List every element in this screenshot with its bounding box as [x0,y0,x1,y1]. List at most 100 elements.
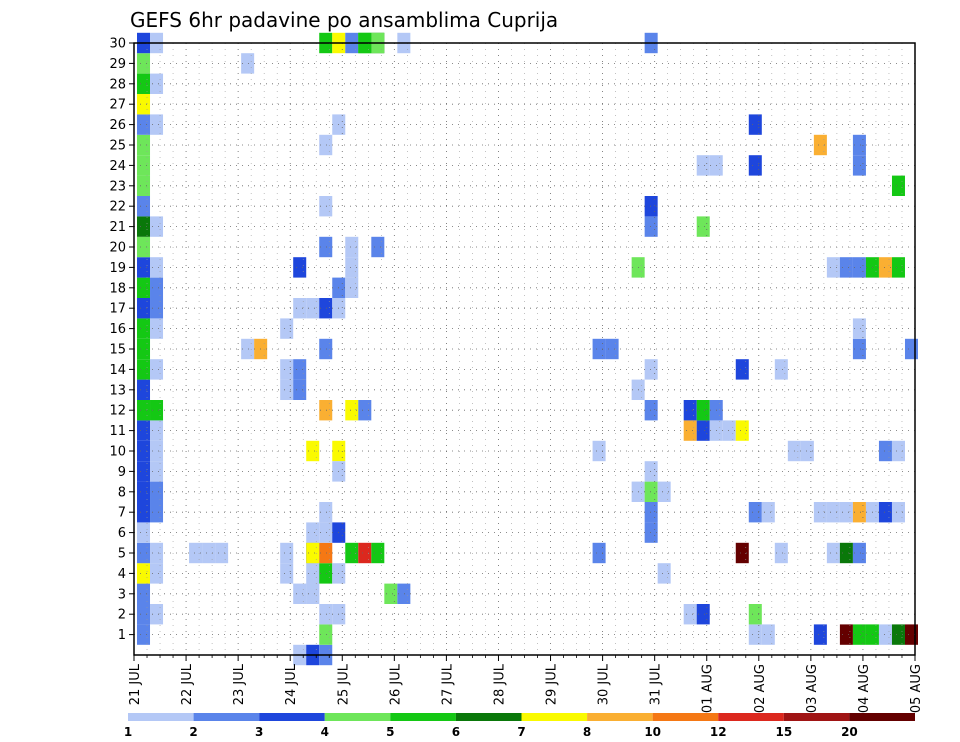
y-tick-label: 27 [109,98,126,113]
colorbar-segment [849,713,915,721]
heatmap-cell [761,502,775,523]
heatmap-cell [137,73,151,94]
heatmap-cell [150,542,164,564]
heatmap-cell [150,298,164,319]
colorbar-label: 8 [583,725,591,739]
x-tick-label: 05 AUG [909,664,924,713]
heatmap-cell [891,502,905,523]
heatmap-cell [150,257,164,278]
heatmap-cell [891,624,905,645]
heatmap-cell [644,461,658,482]
heatmap-cell [150,277,164,298]
heatmap-cell [826,257,840,278]
heatmap-cell [683,400,697,421]
heatmap-cell [735,359,749,380]
heatmap-cell [137,604,151,625]
heatmap-cell [293,359,307,380]
y-tick-label: 15 [109,343,126,358]
y-tick-label: 17 [109,302,126,317]
heatmap-cell [852,257,866,278]
y-tick-label: 19 [109,261,126,276]
x-tick-label: 31 JUL [649,663,664,705]
heatmap-cell [137,400,151,421]
heatmap-cell [683,604,697,625]
colorbar-label: 3 [255,725,263,739]
heatmap-cell [852,624,866,645]
heatmap-cell [644,522,658,543]
colorbar-label: 4 [321,725,329,739]
x-tick-label: 24 JUL [284,663,299,705]
chart-title: GEFS 6hr padavine po ansamblima Cuprija [130,8,558,32]
heatmap-cell [137,155,151,176]
heatmap-cell [748,114,762,135]
colorbar-label: 5 [386,725,394,739]
y-tick-label: 29 [109,57,126,72]
heatmap-cell [137,236,151,258]
y-tick-label: 30 [109,37,126,52]
heatmap-cell [319,338,333,360]
y-tick-label: 28 [109,77,126,92]
heatmap-cell [852,155,866,176]
colorbar-label: 1 [124,725,132,739]
colorbar-label: 20 [841,725,858,739]
heatmap-cell [241,53,255,74]
heatmap-cell [150,563,164,584]
heatmap-cell [280,318,294,339]
x-tick-label: 30 JUL [597,663,612,705]
colorbar: 1 2 3 4 5 6 7 8 10 12 15 20 [124,713,915,739]
x-tick-label: 23 JUL [232,663,247,705]
heatmap-cell [878,624,892,645]
y-tick-label: 12 [109,404,126,419]
heatmap-cell [137,298,151,319]
heatmap-cell [150,604,164,625]
heatmap-cell [319,400,333,421]
heatmap-cell [306,563,320,584]
heatmap-cell [657,563,671,584]
y-tick-label: 13 [109,383,126,398]
heatmap-cell [384,583,398,604]
y-tick-label: 1 [118,628,126,643]
heatmap-cell [644,196,658,217]
y-tick-label: 16 [109,322,126,337]
heatmap-cell [150,481,164,502]
heatmap-cell [306,522,320,543]
y-tick-label: 24 [109,159,126,174]
heatmap-cell [319,196,333,217]
colorbar-label: 2 [189,725,197,739]
x-axis: 21 JUL 22 JUL 23 JUL 24 JUL 25 JUL 26 JUL 27 J… [128,655,924,713]
x-tick-label: 28 JUL [492,663,507,705]
heatmap-cell [280,542,294,564]
heatmap-cell [150,502,164,523]
heatmap-cell [150,400,164,421]
heatmap-cell [280,563,294,584]
colorbar-segment [783,713,850,721]
heatmap-cell [137,624,151,645]
y-tick-label: 6 [118,526,126,541]
y-axis: 1234567891011121314151617181920212223242… [109,37,134,643]
heatmap-cell [605,338,619,360]
x-tick-label: 26 JUL [388,663,403,705]
heatmap-cell [826,542,840,564]
heatmap-cell [839,542,853,564]
colorbar-segment [718,713,784,721]
heatmap-cell [306,583,320,604]
y-tick-label: 21 [109,220,126,235]
colorbar-label: 12 [710,725,727,739]
y-tick-label: 14 [109,363,126,378]
y-tick-label: 25 [109,139,126,154]
heatmap-cell [319,502,333,523]
heatmap-cell [839,624,853,645]
heatmap-cell [150,73,164,94]
heatmap-cell [748,604,762,625]
y-tick-label: 23 [109,179,126,194]
heatmap-cell [358,400,372,421]
heatmap-cell [891,175,905,196]
heatmap-cell [137,502,151,523]
heatmap-cell [280,379,294,400]
heatmap-cell [696,420,710,441]
heatmap-cell [319,298,333,319]
heatmap-cell [839,502,853,523]
heatmap-cell [683,420,697,441]
heatmap-cell [696,155,710,176]
heatmap-cell [592,338,606,360]
